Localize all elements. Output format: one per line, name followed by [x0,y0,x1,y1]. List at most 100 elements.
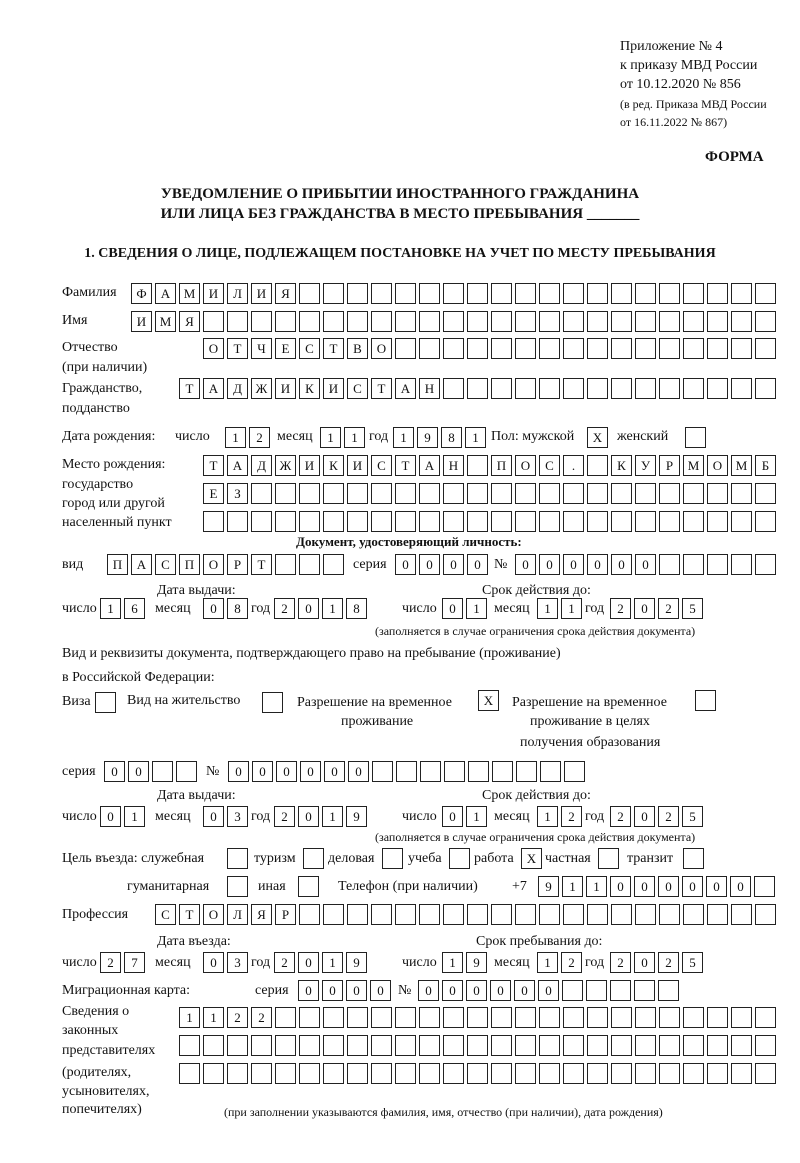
sex-female-checkbox[interactable] [685,427,709,449]
char-box[interactable]: 1 [100,598,121,619]
char-box[interactable]: 2 [249,427,270,448]
char-box[interactable] [587,338,608,359]
char-box[interactable]: 3 [227,952,248,973]
char-box[interactable]: Р [659,455,680,476]
char-box[interactable] [227,311,248,332]
char-box[interactable] [539,311,560,332]
char-box[interactable] [659,338,680,359]
char-box[interactable] [299,904,320,925]
char-box[interactable] [539,338,560,359]
char-box[interactable]: Т [227,338,248,359]
char-box[interactable] [443,283,464,304]
char-box[interactable]: У [635,455,656,476]
char-box[interactable]: 0 [611,554,632,575]
char-box[interactable]: 0 [490,980,511,1001]
char-box[interactable] [683,378,704,399]
char-box[interactable] [755,311,776,332]
char-box[interactable] [683,483,704,504]
char-box[interactable] [323,511,344,532]
char-box[interactable]: 0 [324,761,345,782]
char-box[interactable] [683,511,704,532]
char-box[interactable] [95,692,116,713]
char-box[interactable] [419,511,440,532]
char-box[interactable]: 0 [104,761,125,782]
char-box[interactable]: С [347,378,368,399]
char-box[interactable]: 2 [227,1007,248,1028]
char-box[interactable]: 9 [346,952,367,973]
char-box[interactable] [731,311,752,332]
char-box[interactable] [634,980,655,1001]
char-box[interactable]: 0 [682,876,703,897]
char-box[interactable] [467,1007,488,1028]
char-box[interactable] [587,283,608,304]
char-box[interactable]: 0 [203,806,224,827]
char-box[interactable]: 1 [322,598,343,619]
char-box[interactable]: В [347,338,368,359]
char-box[interactable] [467,904,488,925]
char-box[interactable]: 5 [682,952,703,973]
char-box[interactable]: Р [275,904,296,925]
char-box[interactable]: Т [251,554,272,575]
char-box[interactable] [491,904,512,925]
char-box[interactable]: И [347,455,368,476]
char-box[interactable]: 0 [635,554,656,575]
char-box[interactable]: 1 [466,598,487,619]
purpose-private-checkbox[interactable] [598,848,622,870]
char-box[interactable] [347,904,368,925]
char-box[interactable] [492,761,513,782]
char-box[interactable]: Р [227,554,248,575]
char-box[interactable]: 0 [418,980,439,1001]
char-box[interactable] [755,904,776,925]
char-box[interactable] [395,483,416,504]
char-box[interactable] [562,980,583,1001]
char-box[interactable] [755,1007,776,1028]
char-box[interactable]: 2 [610,952,631,973]
char-box[interactable] [299,1007,320,1028]
purpose-service-checkbox[interactable] [227,848,251,870]
char-box[interactable]: 0 [514,980,535,1001]
char-box[interactable] [539,1035,560,1056]
char-box[interactable]: 8 [346,598,367,619]
char-box[interactable] [251,311,272,332]
char-box[interactable] [251,1063,272,1084]
char-box[interactable]: 0 [276,761,297,782]
purpose-transit-checkbox[interactable] [683,848,707,870]
char-box[interactable]: О [203,904,224,925]
char-box[interactable] [491,378,512,399]
temp-residence-checkbox[interactable]: X [478,690,502,712]
char-box[interactable] [347,283,368,304]
char-box[interactable] [731,283,752,304]
char-box[interactable] [587,483,608,504]
char-box[interactable]: Д [227,378,248,399]
char-box[interactable]: С [155,554,176,575]
char-box[interactable] [323,1035,344,1056]
char-box[interactable]: 0 [346,980,367,1001]
char-box[interactable]: К [323,455,344,476]
char-box[interactable] [539,904,560,925]
char-box[interactable]: И [299,455,320,476]
char-box[interactable]: 0 [395,554,416,575]
char-box[interactable] [371,311,392,332]
char-box[interactable]: 2 [610,806,631,827]
char-box[interactable]: 2 [610,598,631,619]
char-box[interactable] [731,1007,752,1028]
char-box[interactable] [683,338,704,359]
char-box[interactable] [539,483,560,504]
char-box[interactable]: 2 [251,1007,272,1028]
char-box[interactable]: 1 [225,427,246,448]
char-box[interactable] [659,483,680,504]
char-box[interactable]: 1 [203,1007,224,1028]
char-box[interactable] [515,378,536,399]
char-box[interactable] [420,761,441,782]
char-box[interactable] [467,338,488,359]
char-box[interactable] [491,311,512,332]
